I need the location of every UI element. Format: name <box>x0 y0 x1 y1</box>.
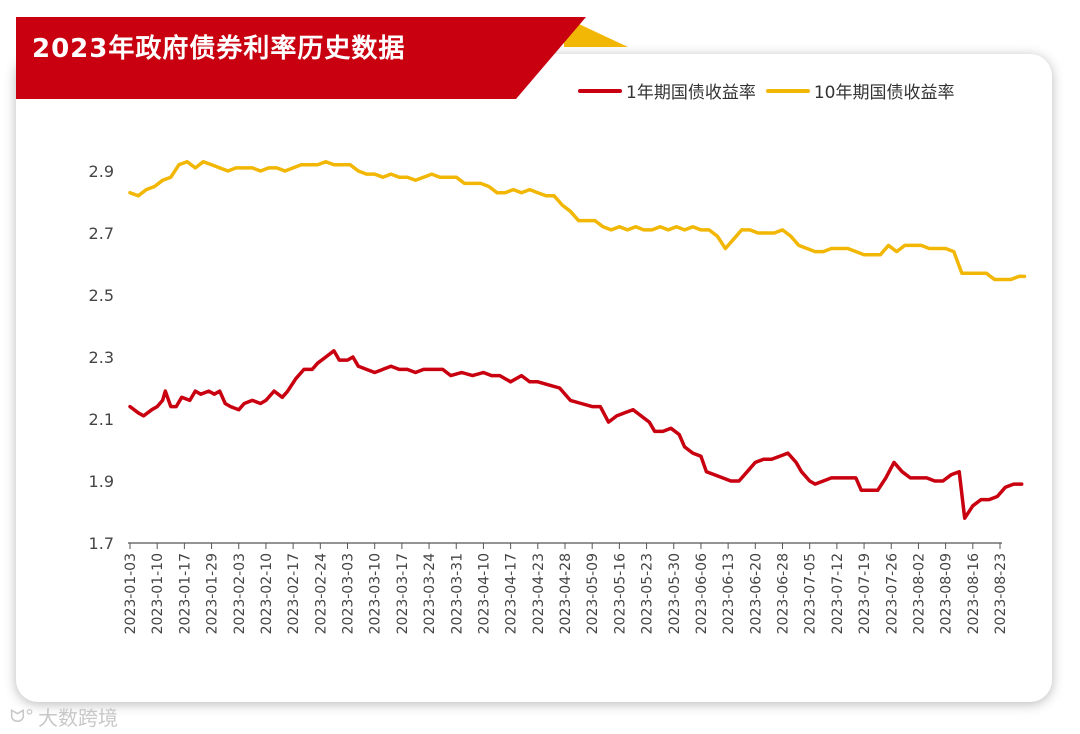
legend-label-10y: 10年期国债收益率 <box>813 83 955 103</box>
y-tick-label: 1.9 <box>89 472 114 491</box>
watermark: ᗢ° 大数跨境 <box>10 702 118 731</box>
x-tick-label: 2023-02-10 <box>259 553 275 634</box>
y-tick-label: 2.7 <box>89 224 114 243</box>
x-tick-label: 2023-05-23 <box>640 553 656 634</box>
x-tick-label: 2023-02-17 <box>286 553 302 634</box>
x-tick-label: 2023-05-16 <box>612 553 628 634</box>
x-tick-label: 2023-03-17 <box>395 553 411 634</box>
legend: 1年期国债收益率 10年期国债收益率 <box>578 78 964 103</box>
x-tick-label: 2023-01-29 <box>205 553 221 634</box>
x-tick-label: 2023-01-03 <box>123 553 139 634</box>
x-tick-label: 2023-07-26 <box>884 553 900 634</box>
x-tick-label: 2023-08-23 <box>993 553 1009 634</box>
x-tick-label: 2023-01-10 <box>150 553 166 634</box>
x-tick-label: 2023-03-10 <box>368 553 384 634</box>
x-tick-label: 2023-07-05 <box>803 553 819 634</box>
x-tick-label: 2023-04-23 <box>531 553 547 634</box>
series-line-10y <box>128 159 1027 282</box>
title-banner <box>16 17 628 99</box>
x-tick-label: 2023-08-02 <box>911 553 927 634</box>
watermark-text: 大数跨境 <box>37 706 118 730</box>
series-line-1y <box>128 349 1024 520</box>
x-tick-label: 2023-07-19 <box>857 553 873 634</box>
x-tick-label: 2023-08-16 <box>966 553 982 634</box>
y-tick-label: 2.5 <box>89 286 114 305</box>
legend-item-10y: 10年期国债收益率 <box>765 78 955 103</box>
x-tick-label: 2023-03-31 <box>449 553 465 634</box>
legend-swatch-10y <box>765 88 810 93</box>
x-tick-label: 2023-08-09 <box>939 553 955 634</box>
x-tick-label: 2023-06-20 <box>748 553 764 634</box>
x-tick-label: 2023-03-03 <box>341 553 357 634</box>
x-tick-label: 2023-02-03 <box>232 553 248 634</box>
x-tick-label: 2023-01-17 <box>177 553 193 634</box>
x-tick-label: 2023-02-24 <box>313 553 329 634</box>
x-tick-label: 2023-05-30 <box>667 553 683 634</box>
chart-title: 2023年政府债券利率历史数据 <box>32 34 406 64</box>
x-tick-label: 2023-07-12 <box>830 553 846 634</box>
y-tick-label: 2.9 <box>89 162 114 181</box>
x-tick-label: 2023-06-06 <box>694 553 710 634</box>
y-tick-label: 2.1 <box>89 410 114 429</box>
x-tick-label: 2023-06-28 <box>776 553 792 634</box>
y-tick-label: 2.3 <box>89 348 114 367</box>
x-tick-label: 2023-04-10 <box>476 553 492 634</box>
banner-accent <box>564 17 628 47</box>
legend-label-1y: 1年期国债收益率 <box>626 83 756 103</box>
banner-shape <box>16 17 586 99</box>
y-tick-label: 1.7 <box>89 534 114 553</box>
x-tick-label: 2023-04-28 <box>558 553 574 634</box>
x-tick-label: 2023-06-13 <box>721 553 737 634</box>
x-tick-label: 2023-05-09 <box>585 553 601 634</box>
watermark-logo-icon: ᗢ° <box>10 706 34 727</box>
legend-swatch-1y <box>578 88 622 93</box>
x-tick-label: 2023-04-17 <box>504 553 520 634</box>
legend-item-1y: 1年期国债收益率 <box>578 78 756 103</box>
x-tick-label: 2023-03-24 <box>422 553 438 634</box>
